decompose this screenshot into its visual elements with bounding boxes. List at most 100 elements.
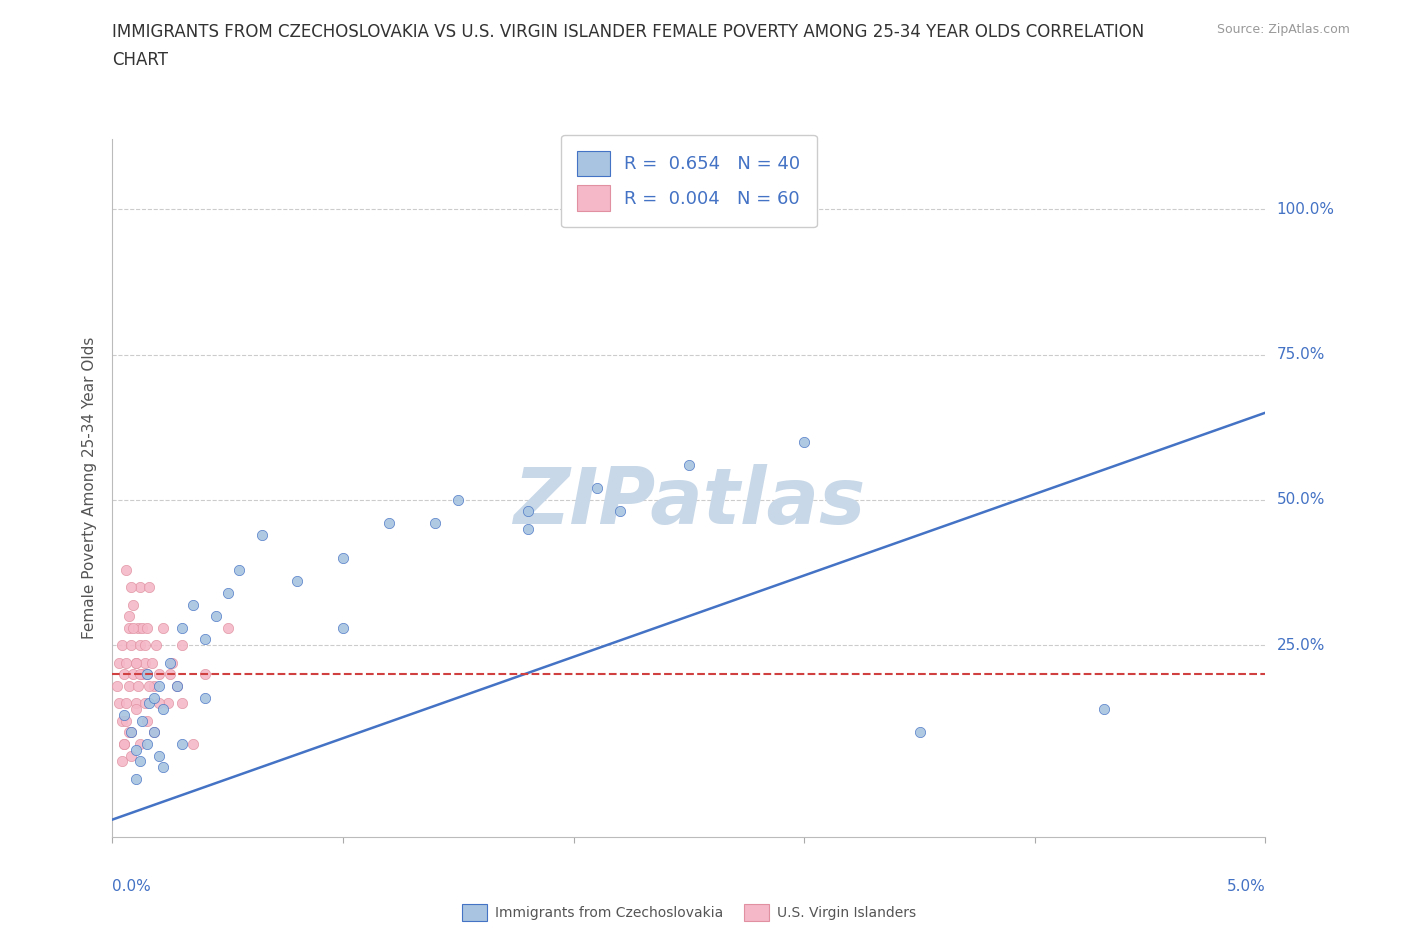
Point <box>181 597 204 612</box>
Point <box>152 701 174 716</box>
Point <box>678 458 700 472</box>
Point <box>115 655 138 670</box>
Point <box>108 696 131 711</box>
Point <box>159 667 181 682</box>
Text: Source: ZipAtlas.com: Source: ZipAtlas.com <box>1216 23 1350 36</box>
Point <box>129 638 152 653</box>
Point <box>143 679 166 694</box>
Point <box>136 620 159 635</box>
Point <box>143 725 166 740</box>
Point <box>122 620 145 635</box>
Point <box>112 708 135 723</box>
Point <box>332 551 354 565</box>
Point <box>136 667 159 682</box>
Point <box>141 655 163 670</box>
Point <box>108 655 131 670</box>
Point <box>447 493 470 508</box>
Point <box>111 713 134 728</box>
Point <box>152 620 174 635</box>
Point <box>332 620 354 635</box>
Text: ZIPatlas: ZIPatlas <box>513 464 865 540</box>
Point <box>228 562 250 577</box>
Point <box>162 655 184 670</box>
Point <box>136 737 159 751</box>
Point <box>609 504 631 519</box>
Point <box>516 504 538 519</box>
Point <box>111 754 134 769</box>
Point <box>120 725 142 740</box>
Point <box>156 696 179 711</box>
Point <box>129 754 152 769</box>
Point <box>117 725 139 740</box>
Point <box>120 725 142 740</box>
Point <box>112 667 135 682</box>
Point <box>148 748 170 763</box>
Point <box>134 696 156 711</box>
Point <box>194 667 217 682</box>
Point <box>131 620 153 635</box>
Point <box>124 655 146 670</box>
Point <box>111 638 134 653</box>
Point <box>159 655 181 670</box>
Point <box>152 760 174 775</box>
Point <box>148 667 170 682</box>
Point <box>120 748 142 763</box>
Point <box>1092 701 1115 716</box>
Text: 75.0%: 75.0% <box>1277 347 1324 362</box>
Point <box>129 667 152 682</box>
Point <box>115 562 138 577</box>
Point <box>136 667 159 682</box>
Point <box>194 690 217 705</box>
Point <box>120 638 142 653</box>
Point <box>124 696 146 711</box>
Text: 50.0%: 50.0% <box>1277 492 1324 508</box>
Point <box>122 667 145 682</box>
Point <box>112 737 135 751</box>
Point <box>425 515 447 530</box>
Point <box>134 655 156 670</box>
Text: 25.0%: 25.0% <box>1277 638 1324 653</box>
Point <box>112 737 135 751</box>
Point <box>194 632 217 647</box>
Text: CHART: CHART <box>112 51 169 69</box>
Point <box>138 579 160 594</box>
Point <box>124 701 146 716</box>
Point <box>138 696 160 711</box>
Point <box>124 742 146 757</box>
Text: IMMIGRANTS FROM CZECHOSLOVAKIA VS U.S. VIRGIN ISLANDER FEMALE POVERTY AMONG 25-3: IMMIGRANTS FROM CZECHOSLOVAKIA VS U.S. V… <box>112 23 1144 41</box>
Point <box>285 574 308 589</box>
Point <box>793 434 815 449</box>
Point <box>127 620 149 635</box>
Point <box>129 579 152 594</box>
Point <box>145 638 167 653</box>
Point <box>170 620 193 635</box>
Point <box>129 737 152 751</box>
Point <box>148 679 170 694</box>
Y-axis label: Female Poverty Among 25-34 Year Olds: Female Poverty Among 25-34 Year Olds <box>82 337 97 640</box>
Point <box>131 713 153 728</box>
Point <box>378 515 401 530</box>
Point <box>170 638 193 653</box>
Point <box>115 696 138 711</box>
Point <box>217 586 239 601</box>
Point <box>205 609 228 624</box>
Point <box>143 725 166 740</box>
Text: 100.0%: 100.0% <box>1277 202 1334 217</box>
Point <box>217 620 239 635</box>
Point <box>166 679 188 694</box>
Point <box>181 737 204 751</box>
Point <box>138 679 160 694</box>
Point <box>117 609 139 624</box>
Point <box>585 481 607 496</box>
Point <box>170 696 193 711</box>
Point <box>148 696 170 711</box>
Point <box>117 679 139 694</box>
Point <box>115 713 138 728</box>
Point <box>166 679 188 694</box>
Point <box>252 527 274 542</box>
Point <box>105 679 128 694</box>
Text: 5.0%: 5.0% <box>1226 879 1265 894</box>
Point <box>516 522 538 537</box>
Text: 0.0%: 0.0% <box>112 879 152 894</box>
Point <box>170 737 193 751</box>
